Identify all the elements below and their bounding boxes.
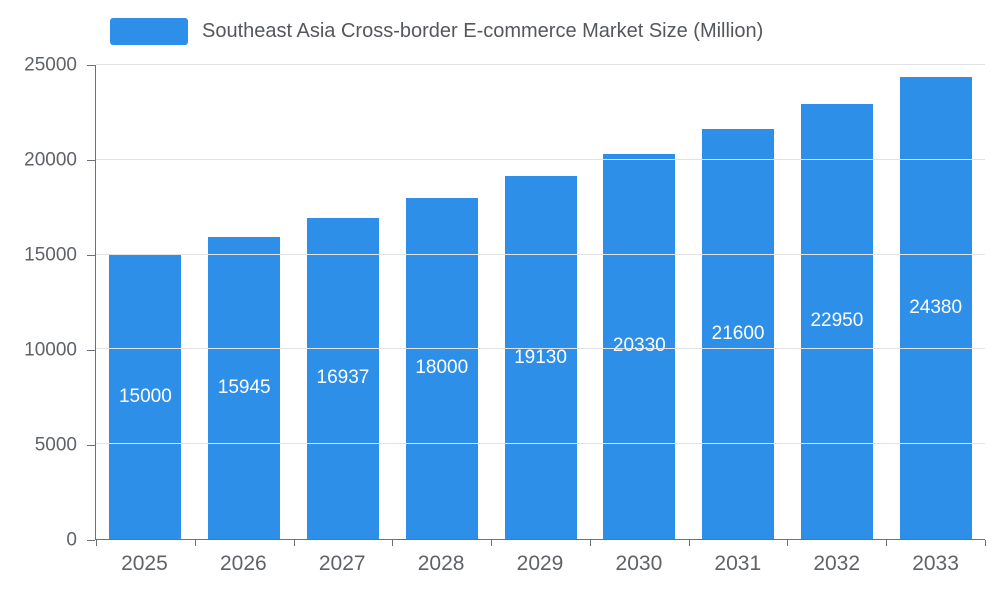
- bar-2025: 15000: [109, 254, 182, 539]
- y-axis: 0 5000 10000 15000 20000 25000: [0, 56, 95, 550]
- y-axis-tick-label: 10000: [24, 339, 77, 361]
- x-axis-tick: [886, 540, 888, 546]
- bar-value-label: 15945: [217, 376, 271, 398]
- x-axis-label: 2027: [318, 552, 366, 575]
- bar-slot: 24380: [886, 65, 985, 539]
- y-axis-tick-label: 15000: [24, 244, 77, 266]
- y-axis-tick: [87, 254, 95, 256]
- bar-2026: 15945: [208, 236, 281, 539]
- bar-2033: 24380: [899, 76, 972, 539]
- bar-slot: 15000: [96, 65, 195, 539]
- gridline: [96, 64, 985, 65]
- gridline: [96, 158, 985, 160]
- y-axis-tick-label: 0: [66, 529, 77, 551]
- bar-value-label: 24380: [909, 296, 963, 318]
- x-axis-tick: [491, 540, 493, 546]
- bar-slot: 22950: [787, 65, 886, 539]
- x-axis-label: 2030: [615, 552, 663, 575]
- bar-slot: 16937: [294, 65, 393, 539]
- x-axis-tick: [96, 540, 97, 546]
- gridline: [96, 348, 985, 350]
- x-axis-label: 2026: [219, 552, 267, 575]
- y-axis-tick-label: 20000: [24, 149, 77, 171]
- x-axis-label: 2032: [813, 552, 861, 575]
- bar-value-label: 20330: [612, 335, 666, 357]
- plot-area: 15000 15945 16937 18000 19130 20330 21600 22950…: [95, 64, 986, 546]
- x-axis-label: 2025: [121, 552, 168, 575]
- bar-value-label: 15000: [118, 385, 172, 407]
- bar-slot: 18000: [392, 65, 491, 539]
- chart-title: Southeast Asia Cross-border E-commerce M…: [202, 19, 764, 42]
- x-axis-label: 2031: [714, 552, 762, 575]
- y-axis-tick: [87, 349, 95, 351]
- bar-2030: 20330: [603, 153, 676, 539]
- x-axis: 2025 2026 2027 2028 2029 2030 2031 2032 2033: [95, 552, 985, 576]
- bar-2032: 22950: [800, 103, 873, 539]
- y-axis-tick: [87, 444, 95, 446]
- x-axis-label: 2028: [417, 552, 465, 575]
- bar-slot: 15945: [195, 65, 294, 539]
- bar-value-label: 21600: [711, 323, 765, 345]
- bar-2028: 18000: [405, 197, 478, 539]
- x-axis-tick: [293, 540, 295, 546]
- bar-2029: 19130: [504, 176, 577, 539]
- x-axis-tick: [589, 540, 591, 546]
- x-axis-label: 2033: [912, 552, 959, 575]
- x-axis-tick: [688, 540, 690, 546]
- x-axis-tick: [787, 540, 789, 546]
- bar-slot: 21600: [689, 65, 788, 539]
- legend[interactable]: Southeast Asia Cross-border E-commerce M…: [110, 16, 763, 46]
- bar-value-label: 22950: [810, 310, 864, 332]
- bar-slot: 19130: [491, 65, 590, 539]
- x-axis-tick: [985, 540, 986, 546]
- y-axis-tick-label: 25000: [24, 54, 77, 76]
- bar-2031: 21600: [702, 129, 775, 539]
- bar-value-label: 19130: [514, 346, 567, 368]
- bars: 15000 15945 16937 18000 19130 20330 21600 22950…: [96, 65, 985, 539]
- gridline: [96, 253, 985, 255]
- x-axis-label: 2029: [516, 552, 564, 575]
- y-axis-tick: [87, 159, 95, 161]
- bar-2027: 16937: [306, 217, 379, 539]
- x-axis-tick: [194, 540, 196, 546]
- y-axis-tick: [87, 539, 95, 541]
- y-axis-tick-label: 5000: [34, 434, 77, 456]
- bar-value-label: 16937: [316, 367, 370, 389]
- legend-swatch: [110, 17, 188, 45]
- gridline: [96, 443, 985, 445]
- bar-slot: 20330: [590, 65, 689, 539]
- bar-value-label: 18000: [415, 357, 469, 379]
- x-axis-tick: [392, 540, 394, 546]
- y-axis-tick: [87, 64, 95, 66]
